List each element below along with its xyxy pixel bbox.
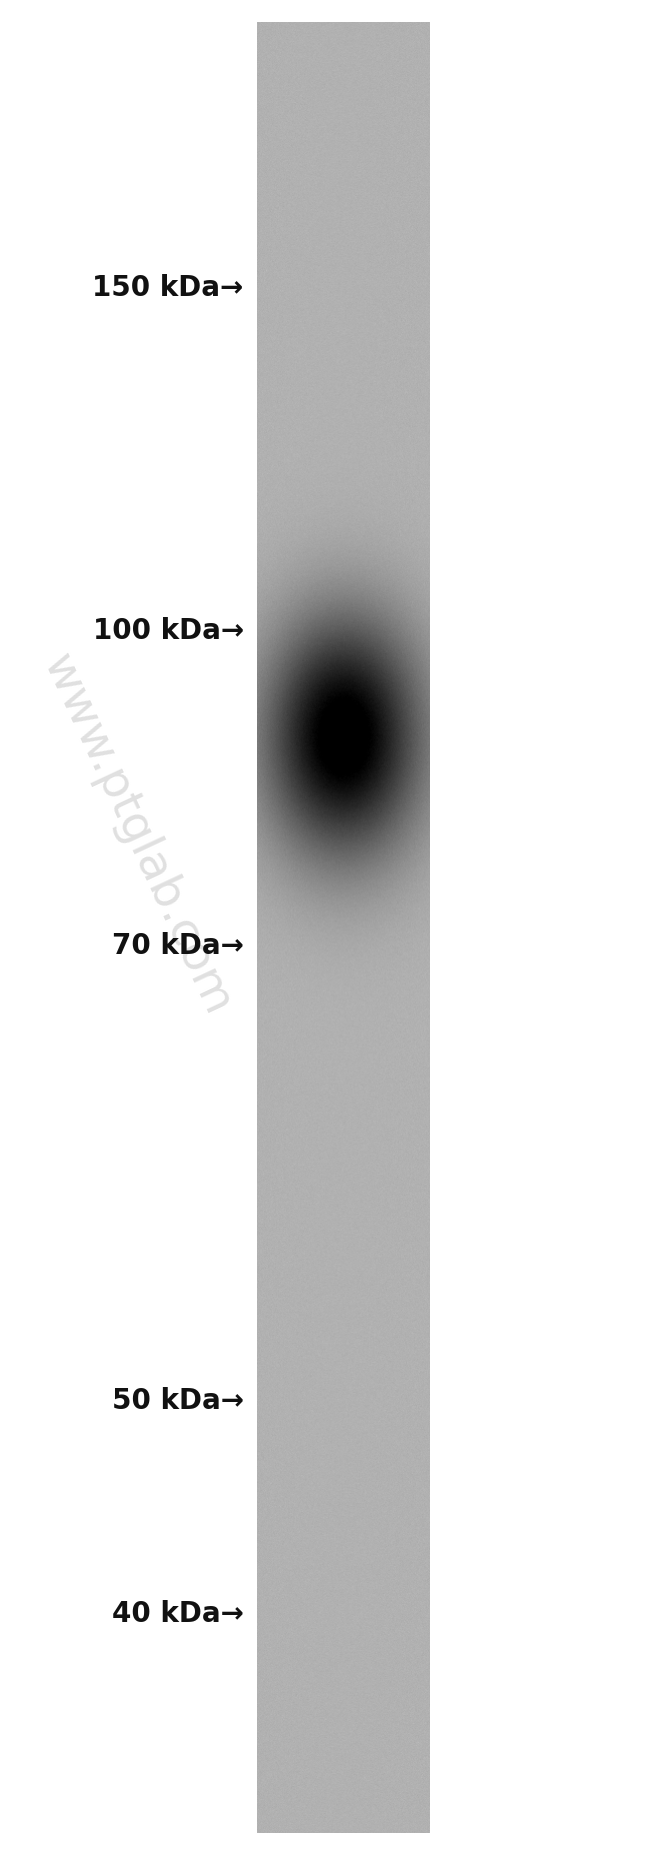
Text: 150 kDa→: 150 kDa→ [92,273,244,302]
Text: 100 kDa→: 100 kDa→ [92,616,244,646]
Text: 70 kDa→: 70 kDa→ [112,931,244,961]
Text: 50 kDa→: 50 kDa→ [112,1386,244,1415]
Text: www.ptglab.com: www.ptglab.com [33,647,240,1022]
Text: 40 kDa→: 40 kDa→ [112,1599,244,1629]
